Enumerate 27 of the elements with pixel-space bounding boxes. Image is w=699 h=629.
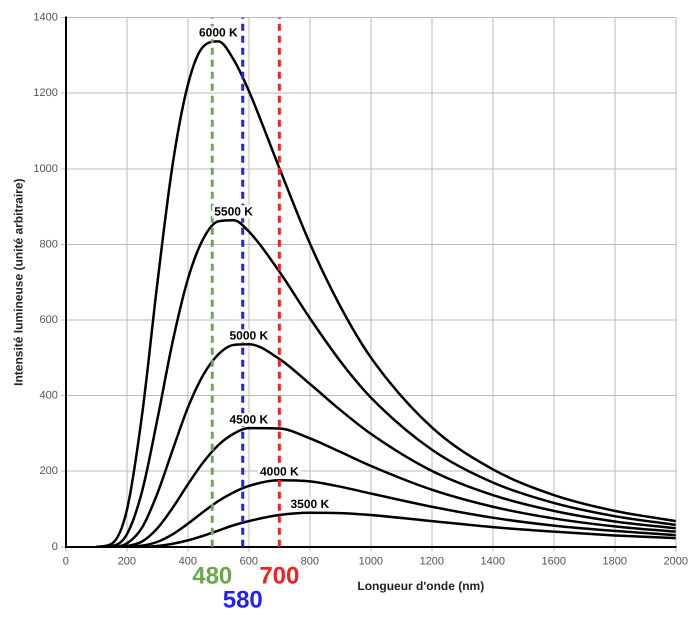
y-tick-label: 1000 (33, 162, 58, 175)
y-tick-label: 400 (40, 390, 58, 402)
x-tick-label: 1800 (602, 555, 628, 568)
x-tick-label: 2000 (664, 555, 688, 568)
x-tick-label: 1200 (420, 555, 444, 568)
x-tick-label: 1000 (358, 555, 384, 568)
y-tick-label: 0 (52, 540, 58, 553)
y-tick-label: 1400 (33, 12, 58, 24)
x-axis-title: Longueur d'onde (nm) (357, 579, 484, 594)
x-tick-label: 400 (178, 555, 198, 568)
y-tick-label: 800 (40, 238, 58, 250)
x-tick-label: 200 (118, 555, 136, 568)
x-tick-label: 800 (300, 555, 320, 568)
series-label: 5500 K (214, 204, 254, 219)
y-tick-label: 600 (40, 314, 58, 326)
y-axis-title: Intensité lumineuse (unité arbitraire) (12, 178, 26, 386)
x-tick-label: 1600 (542, 555, 566, 568)
x-tick-label: 1400 (480, 555, 506, 568)
series-label: 4500 K (229, 412, 269, 426)
series-label: 4000 K (260, 464, 300, 479)
x-tick-label: 0 (62, 555, 69, 568)
y-tick-label: 1200 (33, 87, 58, 100)
series-label: 6000 K (198, 26, 238, 40)
y-tick-label: 200 (40, 465, 58, 478)
x-tick-label: 600 (240, 555, 258, 568)
series-label: 3500 K (290, 497, 330, 512)
series-label: 5000 K (229, 328, 269, 343)
